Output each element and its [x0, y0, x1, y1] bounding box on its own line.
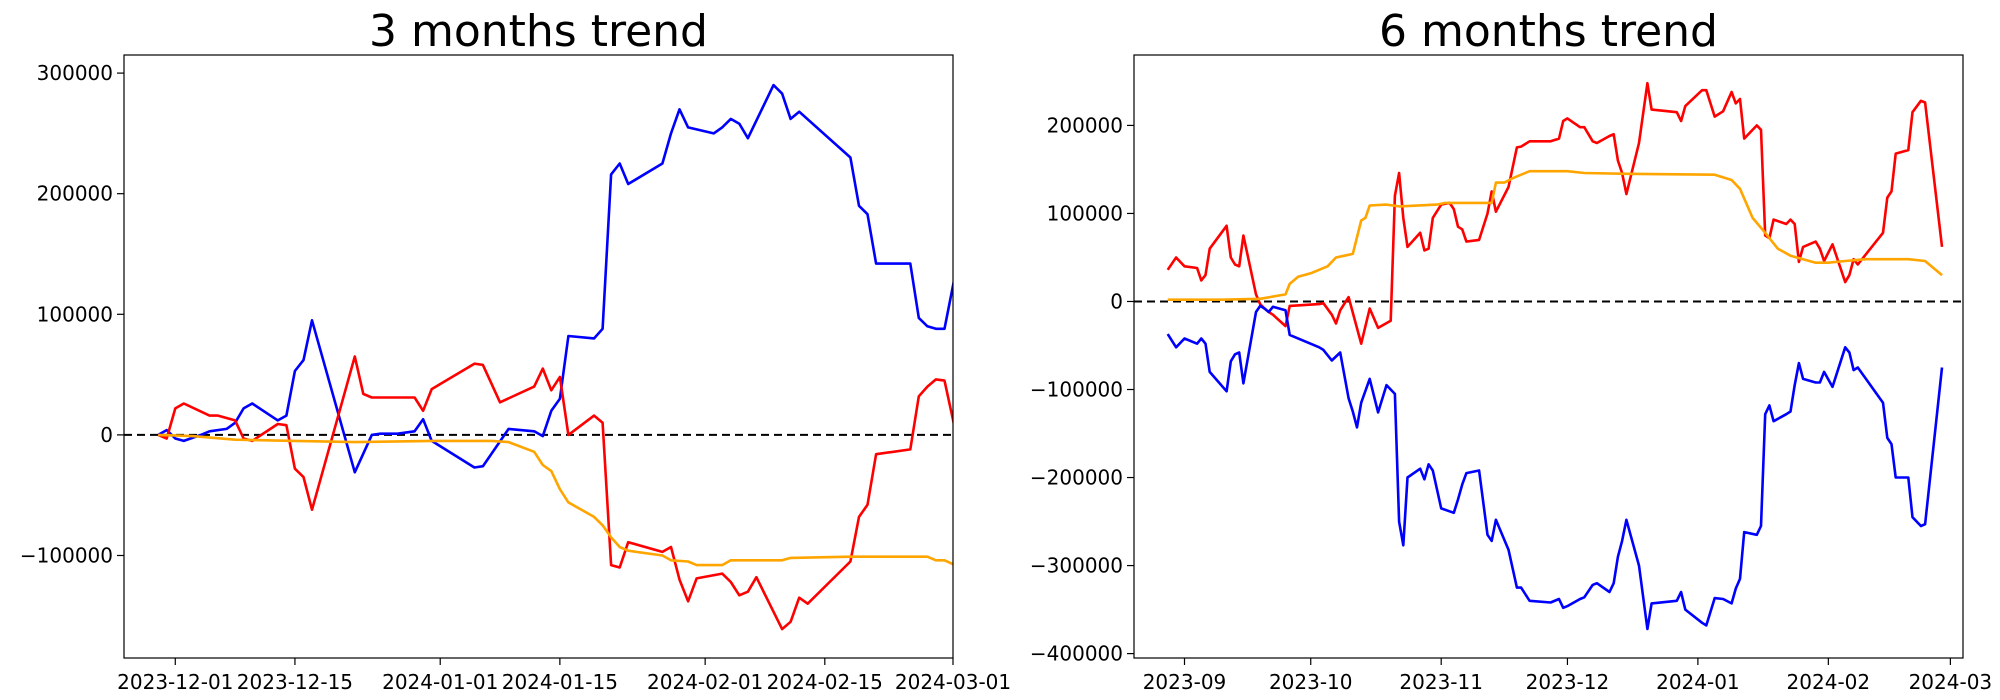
x-tick-label: 2024-01-01: [382, 670, 498, 694]
x-tick-label: 2023-12-01: [117, 670, 233, 694]
x-tick-label: 2024-02-01: [647, 670, 763, 694]
y-tick-label: 300000: [37, 61, 113, 85]
x-tick-label: 2024-03-01: [895, 670, 1011, 694]
x-tick-label: 2024-02: [1787, 670, 1871, 694]
y-tick-label: 200000: [1047, 113, 1123, 137]
plot-frame: [123, 54, 954, 659]
series-line-2: [1166, 304, 1944, 631]
series-line-0: [157, 83, 953, 474]
x-tick-label: 2024-02-15: [767, 670, 883, 694]
y-tick-label: 100000: [1047, 201, 1123, 225]
chart-6-months: 6 months trend −400000 −300000 −200000 −100…: [1030, 6, 1992, 694]
series-line-1: [1167, 169, 1943, 302]
series-line-0: [1166, 81, 1944, 346]
chart-3-months: 3 months trend −100000 0 100000 200000 30000…: [20, 6, 1011, 694]
y-tick-label: 100000: [37, 302, 113, 326]
series-line-1: [157, 355, 953, 631]
x-tick-label: 2023-09: [1143, 670, 1227, 694]
x-tick-label: 2023-12: [1526, 670, 1610, 694]
x-tick-label: 2023-10: [1269, 670, 1353, 694]
x-tick-label: 2024-01: [1656, 670, 1740, 694]
y-tick-label: 200000: [37, 182, 113, 206]
y-tick-label: −300000: [1030, 554, 1123, 578]
y-tick-label: −100000: [20, 543, 113, 567]
y-tick-label: 0: [100, 423, 113, 447]
y-tick-label: −400000: [1030, 642, 1123, 666]
x-tick-label: 2023-12-15: [237, 670, 353, 694]
chart-title: 3 months trend: [369, 6, 708, 57]
y-tick-label: 0: [1110, 289, 1123, 313]
x-tick-label: 2024-01-15: [502, 670, 618, 694]
chart-title: 6 months trend: [1379, 6, 1718, 57]
y-tick-label: −100000: [1030, 378, 1123, 402]
series-line-2: [158, 433, 953, 567]
y-tick-label: −200000: [1030, 466, 1123, 490]
x-tick-label: 2024-03: [1909, 670, 1993, 694]
plot-frame: [1133, 54, 1964, 659]
x-tick-label: 2023-11: [1399, 670, 1483, 694]
